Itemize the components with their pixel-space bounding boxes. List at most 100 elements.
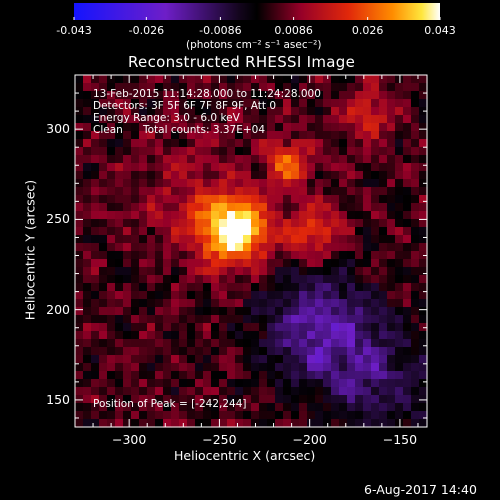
heatmap-cell	[395, 187, 404, 196]
heatmap-cell	[331, 219, 340, 228]
heatmap-cell	[307, 315, 316, 324]
heatmap-cell	[411, 107, 420, 116]
heatmap-cell	[347, 355, 356, 364]
heatmap-cell	[331, 259, 340, 268]
heatmap-cell	[227, 179, 236, 188]
heatmap-cell	[419, 363, 428, 372]
heatmap-cell	[123, 387, 132, 396]
heatmap-cell	[299, 419, 308, 428]
heatmap-cell	[227, 251, 236, 260]
heatmap-cell	[203, 131, 212, 140]
heatmap-cell	[403, 163, 412, 172]
heatmap-cell	[267, 171, 276, 180]
heatmap-cell	[235, 283, 244, 292]
heatmap-cell	[323, 323, 332, 332]
heatmap-cell	[355, 147, 364, 156]
heatmap-cell	[251, 283, 260, 292]
heatmap-cell	[323, 347, 332, 356]
heatmap-cell	[123, 307, 132, 316]
heatmap-cell	[203, 155, 212, 164]
heatmap-cell	[163, 283, 172, 292]
heatmap-cell	[219, 211, 228, 220]
heatmap-cell	[163, 251, 172, 260]
heatmap-cell	[267, 267, 276, 276]
heatmap-cell	[107, 243, 116, 252]
heatmap-cell	[131, 307, 140, 316]
heatmap-cell	[139, 291, 148, 300]
heatmap-cell	[99, 259, 108, 268]
heatmap-cell	[187, 91, 196, 100]
heatmap-cell	[107, 139, 116, 148]
heatmap-cell	[371, 123, 380, 132]
heatmap-cell	[147, 155, 156, 164]
heatmap-cell	[131, 315, 140, 324]
heatmap-cell	[395, 227, 404, 236]
heatmap-cell	[291, 139, 300, 148]
heatmap-cell	[347, 379, 356, 388]
heatmap-cell	[91, 275, 100, 284]
heatmap-cell	[227, 315, 236, 324]
heatmap-cell	[339, 187, 348, 196]
heatmap-cell	[203, 379, 212, 388]
colorbar-tick-label: -0.026	[128, 24, 165, 37]
heatmap-cell	[219, 371, 228, 380]
heatmap-cell	[363, 379, 372, 388]
heatmap-cell	[99, 99, 108, 108]
heatmap-cell	[219, 187, 228, 196]
heatmap-cell	[331, 211, 340, 220]
heatmap-cell	[107, 307, 116, 316]
heatmap-cell	[83, 259, 92, 268]
heatmap-cell	[299, 371, 308, 380]
heatmap-cell	[387, 395, 396, 404]
heatmap-cell	[83, 291, 92, 300]
heatmap-cell	[411, 411, 420, 420]
heatmap-cell	[195, 171, 204, 180]
heatmap-cell	[339, 355, 348, 364]
heatmap-cell	[227, 331, 236, 340]
heatmap-cell	[403, 315, 412, 324]
heatmap-cell	[219, 83, 228, 92]
heatmap-cell	[139, 259, 148, 268]
heatmap-cell	[131, 387, 140, 396]
heatmap-cell	[91, 299, 100, 308]
heatmap-cell	[403, 307, 412, 316]
heatmap-cell	[355, 75, 364, 84]
heatmap-cell	[411, 243, 420, 252]
heatmap-cell	[347, 163, 356, 172]
heatmap-cell	[403, 379, 412, 388]
heatmap-cell	[379, 243, 388, 252]
heatmap-cell	[275, 131, 284, 140]
heatmap-cell	[91, 387, 100, 396]
heatmap-cell	[395, 307, 404, 316]
heatmap-cell	[379, 203, 388, 212]
heatmap-cell	[363, 195, 372, 204]
heatmap-cell	[83, 251, 92, 260]
heatmap-cell	[387, 147, 396, 156]
heatmap-cell	[283, 419, 292, 428]
heatmap-cell	[315, 411, 324, 420]
heatmap-cell	[179, 283, 188, 292]
heatmap-cell	[91, 195, 100, 204]
heatmap-cell	[387, 379, 396, 388]
heatmap-cell	[115, 99, 124, 108]
heatmap-cell	[91, 379, 100, 388]
heatmap-cell	[363, 235, 372, 244]
heatmap-cell	[187, 259, 196, 268]
heatmap-cell	[211, 267, 220, 276]
heatmap-cell	[371, 267, 380, 276]
heatmap-cell	[291, 147, 300, 156]
heatmap-cell	[387, 75, 396, 84]
heatmap-cell	[163, 379, 172, 388]
heatmap-cell	[75, 283, 84, 292]
heatmap-cell	[243, 115, 252, 124]
heatmap-cell	[395, 259, 404, 268]
heatmap-cell	[267, 115, 276, 124]
heatmap-cell	[259, 283, 268, 292]
heatmap-cell	[187, 147, 196, 156]
heatmap-cell	[267, 163, 276, 172]
heatmap-cell	[107, 147, 116, 156]
heatmap-cell	[403, 291, 412, 300]
annotation-energy-range: Energy Range: 3.0 - 6.0 keV	[93, 112, 240, 124]
heatmap-cell	[291, 83, 300, 92]
heatmap-cell	[163, 203, 172, 212]
